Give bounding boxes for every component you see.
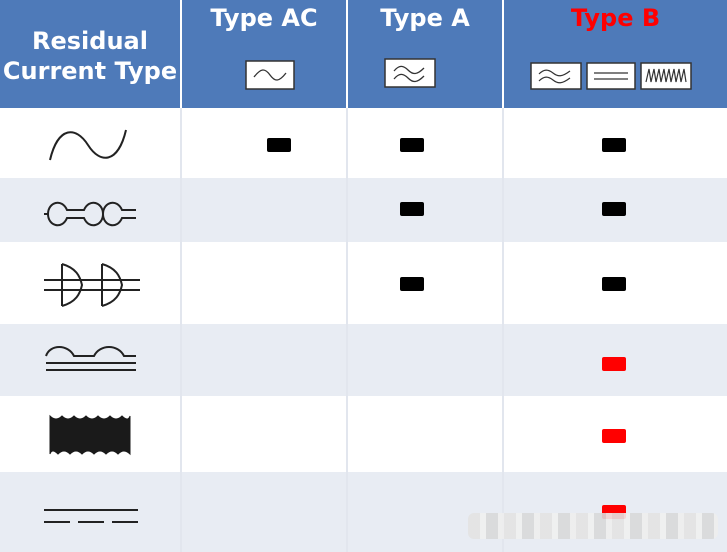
type-b-mark-row-2 — [602, 202, 626, 216]
header-type-ac-title: Type AC — [210, 4, 318, 32]
header-type-b: Type B — [504, 0, 727, 108]
type-a-mark-row-2 — [400, 202, 424, 216]
sine-wave-icon — [49, 129, 127, 161]
header-type-a: Type A — [348, 0, 502, 108]
type-a-mark-row-1 — [400, 138, 424, 152]
header-type-a-title: Type A — [380, 4, 470, 32]
column-divider — [502, 0, 504, 552]
header-residual-line1: Residual — [32, 27, 148, 55]
rectified-dc-with-ripple-icon — [45, 346, 136, 371]
type-a-mark-row-3 — [400, 277, 424, 291]
type-b-mark-row-3 — [602, 277, 626, 291]
header-type-ac: Type AC — [182, 0, 346, 108]
header-residual-current-type: Residual Current Type — [0, 0, 180, 108]
pulsating-dc-icon — [44, 201, 136, 227]
header-divider — [502, 0, 504, 108]
header-divider — [180, 0, 182, 108]
column-divider — [346, 0, 348, 552]
smooth-dc-icon — [44, 509, 138, 523]
ac-dc-hf-waveform-icons — [530, 62, 692, 90]
phase-angle-controlled-icon — [44, 263, 140, 307]
type-ac-mark-row-1 — [267, 138, 291, 152]
column-divider — [180, 0, 182, 552]
ac-waveform-icon — [245, 60, 295, 90]
type-b-mark-row-5 — [602, 429, 626, 443]
header-divider — [346, 0, 348, 108]
type-b-mark-row-1 — [602, 138, 626, 152]
type-b-mark-row-4 — [602, 357, 626, 371]
header-type-b-title: Type B — [570, 4, 661, 32]
header-residual-line2: Current Type — [2, 57, 178, 85]
watermark — [468, 513, 718, 539]
high-frequency-ac-icon — [49, 414, 131, 456]
ac-pulsating-dc-icon — [384, 58, 436, 88]
